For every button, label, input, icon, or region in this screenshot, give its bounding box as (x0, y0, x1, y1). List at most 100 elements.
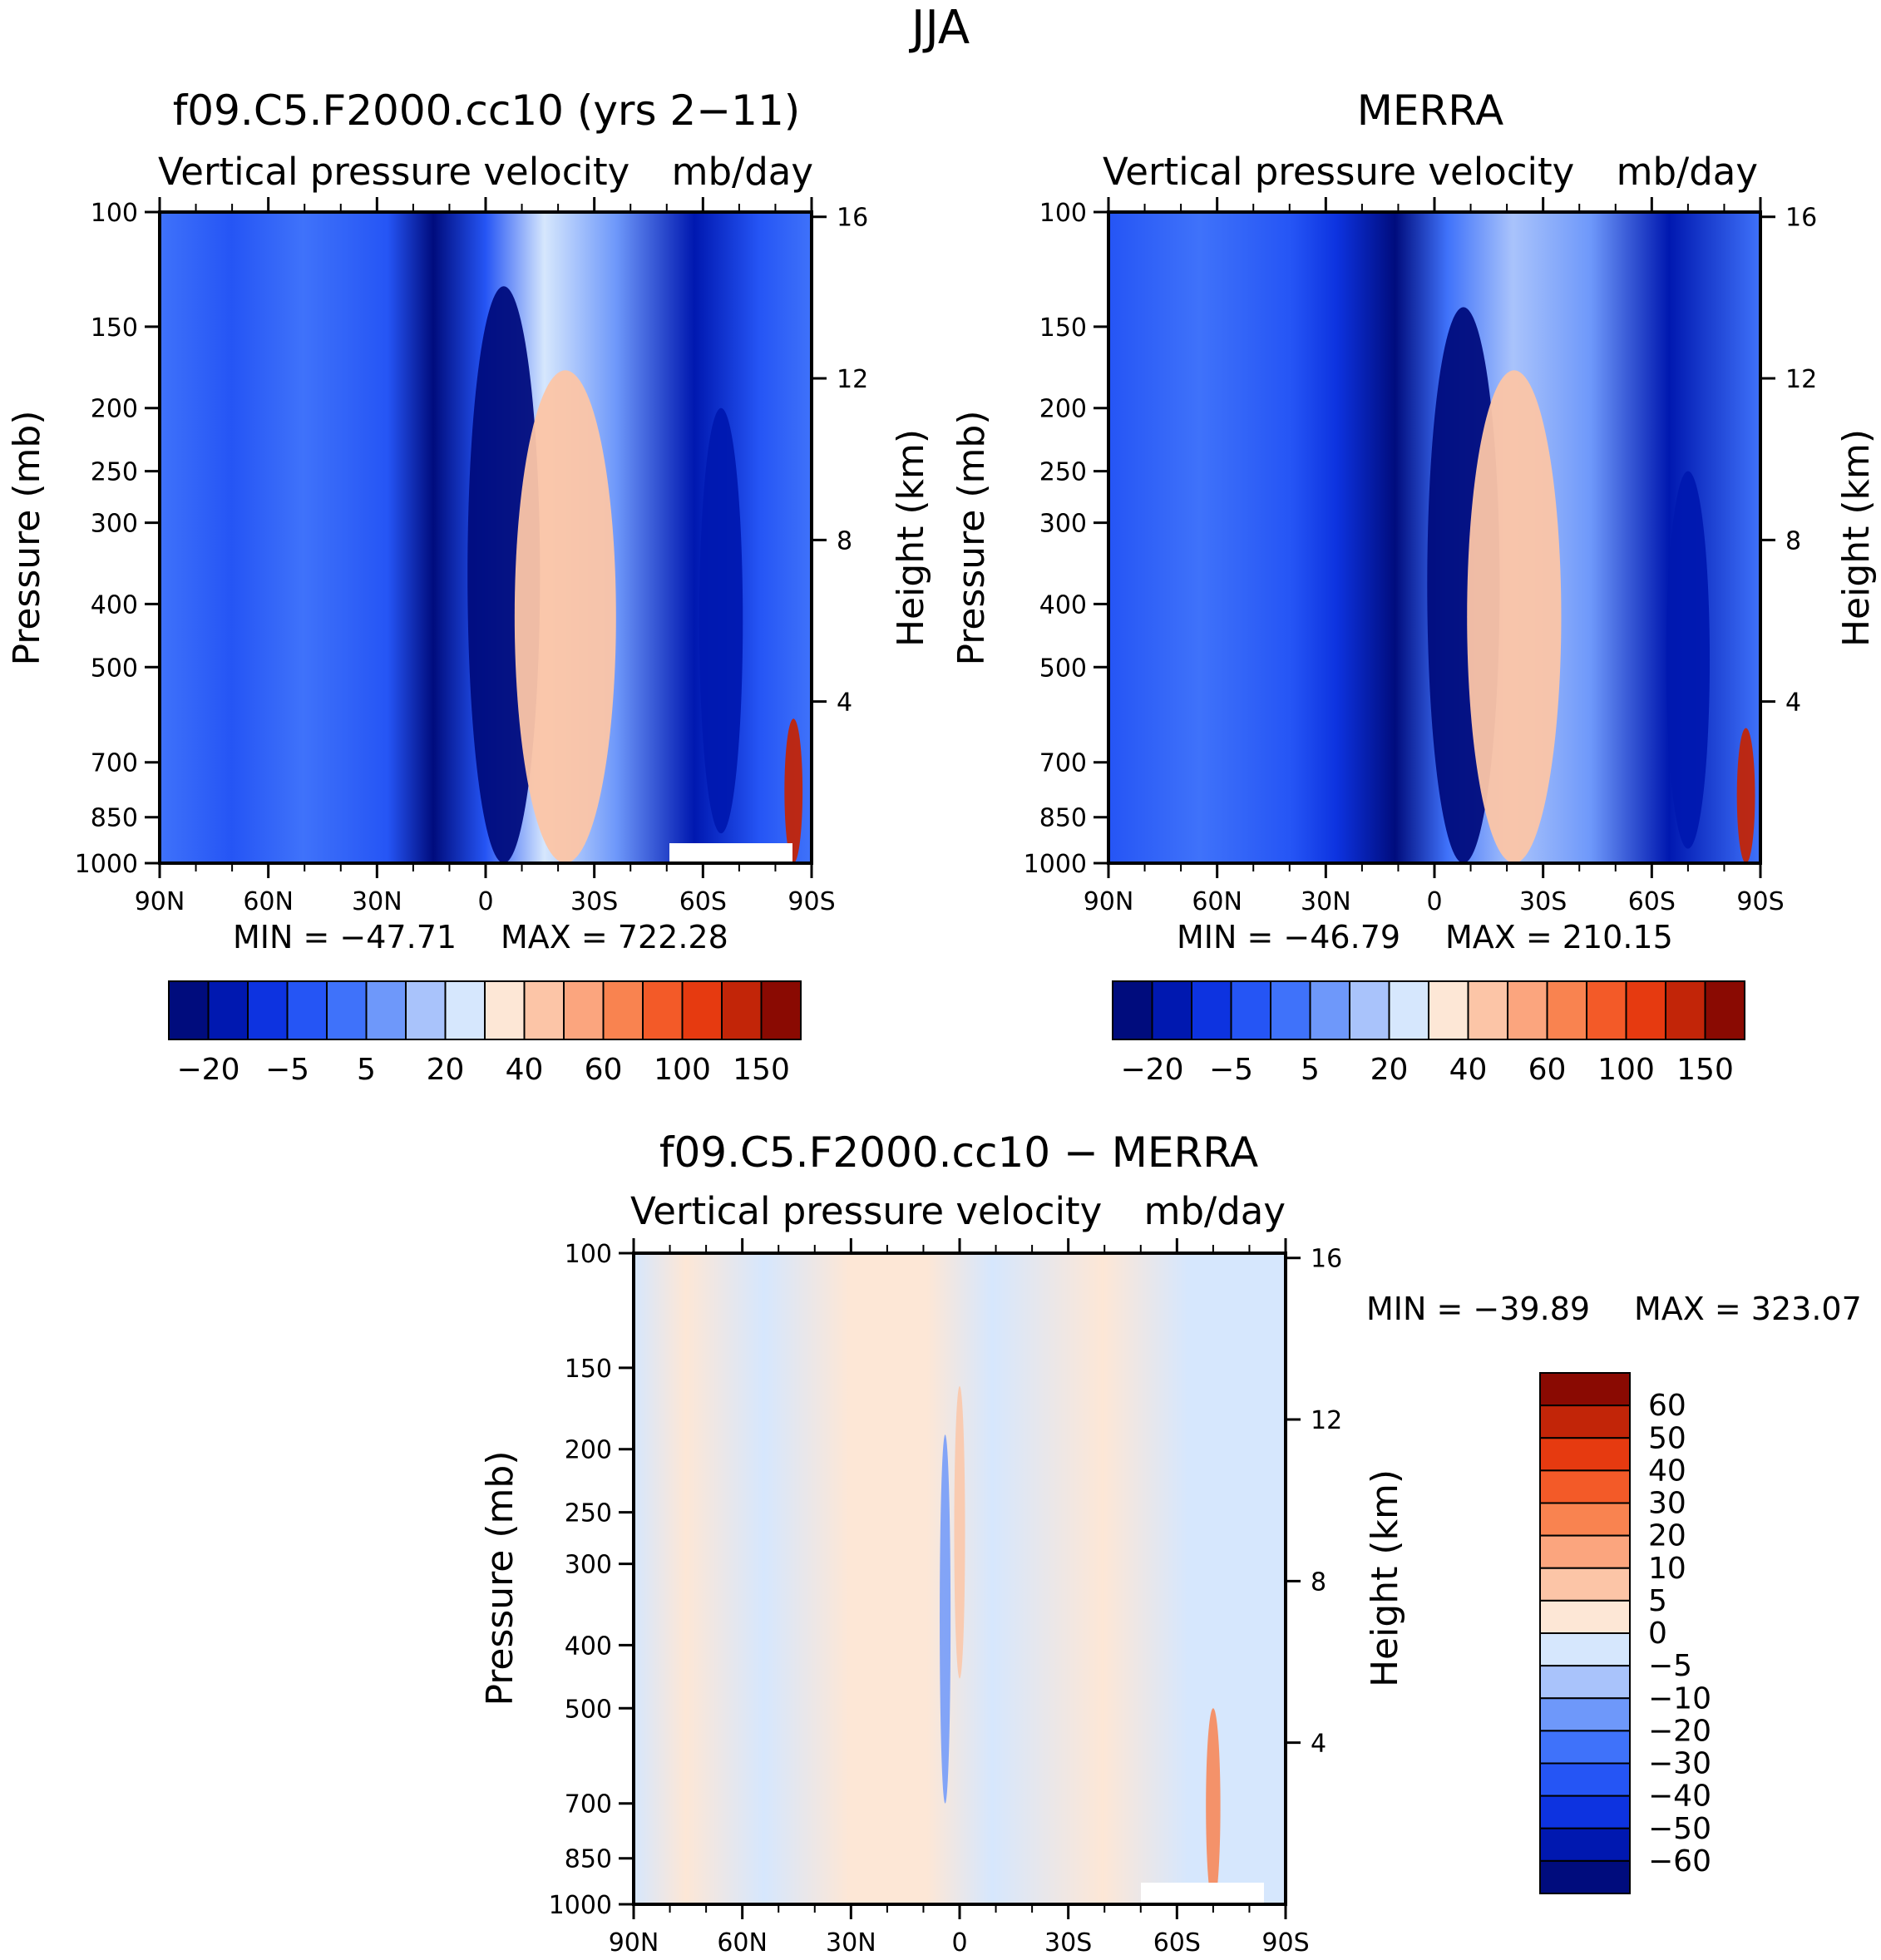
diff-cb-label-9: −10 (1648, 1681, 1711, 1716)
diff-cb-box-1 (1539, 1405, 1631, 1439)
obs-cb-box-9 (1467, 980, 1508, 1040)
model-y-label: Pressure (mb) (6, 411, 48, 666)
model-yr-tick-label-8: 8 (837, 526, 852, 555)
model-x-axis: 90N 60N 30N 0 30S 60S 90S (135, 197, 836, 916)
model-cb-label-2: 5 (357, 1053, 376, 1087)
diff-cb-label-3: 30 (1648, 1487, 1686, 1521)
obs-cb-label-2: 5 (1301, 1053, 1320, 1087)
model-cb-box-15 (760, 980, 802, 1040)
obs-title: MERRA (1357, 86, 1503, 135)
model-cb-box-12 (642, 980, 684, 1040)
diff-x-tick-label-2: 30N (826, 1928, 876, 1958)
diff-cb-box-10 (1539, 1697, 1631, 1732)
obs-y-axis-right: 16 12 8 4 (1760, 204, 1817, 718)
obs-subtitle-right: mb/day (1617, 150, 1758, 194)
diff-cb-box-3 (1539, 1469, 1631, 1504)
obs-colorbar: −20 −5 5 20 40 60 100 150 (1112, 980, 1745, 1087)
model-y-axis: 100 150 200 250 300 400 500 700 850 1000 (75, 199, 160, 879)
obs-yr-tick-label-8: 8 (1785, 526, 1801, 555)
obs-cb-box-13 (1625, 980, 1666, 1040)
obs-cb-label-6: 100 (1597, 1053, 1655, 1087)
diff-cb-box-11 (1539, 1730, 1631, 1765)
obs-cb-label-0: −20 (1121, 1053, 1184, 1087)
model-cb-box-4 (326, 980, 368, 1040)
obs-cb-box-7 (1388, 980, 1429, 1040)
obs-plot-features (1427, 307, 1755, 864)
obs-y-label: Pressure (mb) (950, 411, 993, 666)
diff-cb-box-5 (1539, 1534, 1631, 1569)
model-x-tick-label-1: 60N (243, 887, 294, 916)
diff-subtitle-left: Vertical pressure velocity (630, 1189, 1102, 1233)
obs-y-tick-label-400: 400 (1039, 590, 1087, 620)
model-colorbar: −20 −5 5 20 40 60 100 150 (168, 980, 802, 1087)
model-y-tick-label-1000: 1000 (75, 850, 138, 879)
diff-cb-box-4 (1539, 1502, 1631, 1537)
model-y-tick-label-500: 500 (91, 654, 138, 683)
model-missing-data-patch (669, 843, 792, 863)
model-y-axis-right: 16 12 8 4 (812, 204, 868, 718)
obs-y-tick-label-100: 100 (1039, 199, 1087, 228)
diff-x-tick-label-6: 90S (1261, 1928, 1309, 1958)
model-cb-box-5 (365, 980, 407, 1040)
model-cb-label-6: 100 (654, 1053, 711, 1087)
diff-title: f09.C5.F2000.cc10 − MERRA (659, 1128, 1258, 1177)
obs-feature-3 (1666, 471, 1711, 849)
diff-y-tick-label-850: 850 (565, 1845, 612, 1874)
obs-subtitle-left: Vertical pressure velocity (1103, 150, 1574, 194)
diff-x-tick-label-3: 0 (951, 1928, 967, 1958)
model-subtitle-left: Vertical pressure velocity (158, 150, 629, 194)
model-x-tick-label-2: 30N (352, 887, 402, 916)
diff-x-tick-label-4: 30S (1044, 1928, 1092, 1958)
figure-title: JJA (909, 1, 970, 55)
diff-y-tick-label-200: 200 (565, 1436, 612, 1465)
diff-y-tick-label-700: 700 (565, 1790, 612, 1819)
model-y-tick-label-300: 300 (91, 510, 138, 539)
model-x-tick-label-6: 90S (787, 887, 835, 916)
obs-cb-box-1 (1151, 980, 1192, 1040)
obs-y-tick-label-500: 500 (1039, 654, 1087, 683)
diff-cb-label-7: 0 (1648, 1617, 1667, 1651)
diff-subtitle-right: mb/day (1144, 1189, 1286, 1233)
obs-yr-tick-label-16: 16 (1785, 204, 1817, 233)
model-y-tick-label-400: 400 (91, 590, 138, 620)
diff-cb-label-0: 60 (1648, 1389, 1686, 1423)
obs-cb-label-4: 40 (1449, 1053, 1488, 1087)
model-cb-label-1: −5 (265, 1053, 309, 1087)
diff-y-label: Pressure (mb) (479, 1451, 521, 1706)
model-cb-box-6 (405, 980, 447, 1040)
model-yr-tick-label-12: 12 (837, 365, 868, 394)
diff-yr-tick-label-16: 16 (1311, 1245, 1342, 1274)
diff-x-axis: 90N 60N 30N 0 30S 60S 90S (609, 1238, 1310, 1958)
obs-cb-box-14 (1665, 980, 1706, 1040)
model-x-tick-label-0: 90N (135, 887, 185, 916)
obs-cb-box-5 (1309, 980, 1350, 1040)
diff-cb-label-2: 40 (1648, 1454, 1686, 1488)
diff-cb-label-11: −30 (1648, 1747, 1711, 1781)
diff-y-tick-label-1000: 1000 (549, 1891, 612, 1920)
obs-cb-box-12 (1586, 980, 1627, 1040)
diff-cb-label-6: 5 (1648, 1584, 1667, 1618)
obs-x-tick-label-4: 30S (1519, 887, 1567, 916)
diff-cb-label-10: −20 (1648, 1714, 1711, 1748)
obs-x-tick-label-5: 60S (1628, 887, 1676, 916)
obs-cb-box-11 (1546, 980, 1587, 1040)
obs-y-tick-label-300: 300 (1039, 510, 1087, 539)
model-cb-box-3 (286, 980, 328, 1040)
obs-x-axis: 90N 60N 30N 0 30S 60S 90S (1084, 197, 1785, 916)
diff-y-tick-label-300: 300 (565, 1551, 612, 1580)
panel-diff: f09.C5.F2000.cc10 − MERRA Vertical press… (479, 1128, 1862, 1958)
model-title: f09.C5.F2000.cc10 (yrs 2−11) (173, 86, 801, 135)
model-plot-features (467, 286, 803, 863)
obs-cb-box-6 (1349, 980, 1390, 1040)
diff-feature-3 (1206, 1708, 1221, 1904)
model-subtitle-right: mb/day (672, 150, 813, 194)
diff-y-axis: 100 150 200 250 300 400 500 700 850 1000 (549, 1240, 634, 1920)
obs-cb-label-7: 150 (1676, 1053, 1734, 1087)
model-y-tick-label-200: 200 (91, 395, 138, 424)
obs-y-tick-label-150: 150 (1039, 314, 1087, 343)
diff-cb-box-15 (1539, 1859, 1631, 1894)
model-x-tick-label-4: 30S (570, 887, 618, 916)
model-x-tick-label-3: 0 (477, 887, 493, 916)
diff-cb-label-8: −5 (1648, 1649, 1692, 1683)
model-cb-label-5: 60 (585, 1053, 623, 1087)
